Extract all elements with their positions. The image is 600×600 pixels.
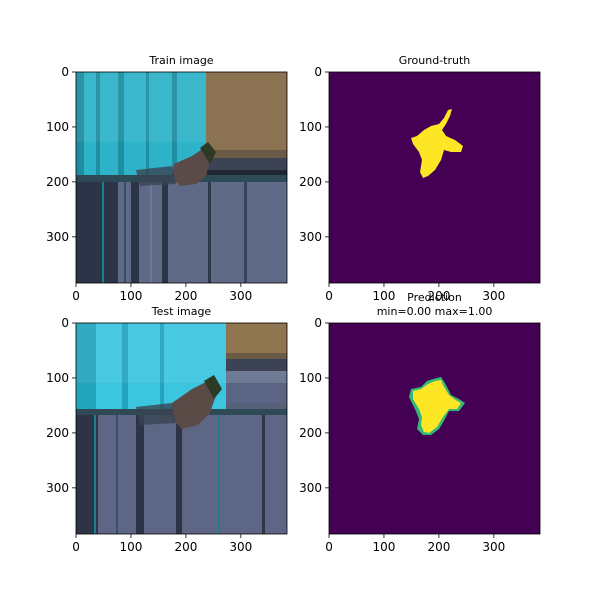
train-image-panel: 0 100 200 300 0 100 200 300 <box>46 65 288 303</box>
y-tick-label: 0 <box>314 316 322 330</box>
x-tick-label: 300 <box>482 289 505 303</box>
axes-frame <box>328 322 541 535</box>
y-tick-label: 300 <box>299 230 322 244</box>
x-tick-label: 100 <box>119 540 142 554</box>
train-image-content <box>76 72 287 283</box>
axes-frame <box>75 322 288 535</box>
y-tick-label: 100 <box>299 371 322 385</box>
y-tick-label: 100 <box>46 120 69 134</box>
y-tick-label: 0 <box>61 65 69 79</box>
x-tick-label: 0 <box>325 540 333 554</box>
y-tick-label: 0 <box>314 65 322 79</box>
x-tick-label: 0 <box>325 289 333 303</box>
x-tick-label: 100 <box>372 289 395 303</box>
x-tick-label: 300 <box>229 540 252 554</box>
test-image-content <box>76 323 287 534</box>
prediction-panel: 0 100 200 300 0 100 200 300 <box>299 316 541 554</box>
y-tick-label: 100 <box>299 120 322 134</box>
axes-frame <box>328 71 541 284</box>
y-tick-label: 200 <box>299 426 322 440</box>
y-tick-label: 200 <box>299 175 322 189</box>
y-tick-label: 300 <box>299 481 322 495</box>
ground-truth-panel: 0 100 200 300 0 100 200 300 <box>299 65 541 303</box>
ground-truth-content <box>329 72 540 283</box>
prediction-title: Prediction <box>407 291 462 304</box>
x-tick-label: 300 <box>482 540 505 554</box>
y-tick-label: 0 <box>61 316 69 330</box>
y-tick-label: 200 <box>46 175 69 189</box>
axes-frame <box>75 71 288 284</box>
train-image-title: Train image <box>148 54 213 67</box>
y-tick-label: 300 <box>46 230 69 244</box>
x-tick-label: 200 <box>174 540 197 554</box>
y-tick-label: 300 <box>46 481 69 495</box>
y-tick-label: 100 <box>46 371 69 385</box>
x-tick-label: 200 <box>427 540 450 554</box>
x-tick-label: 200 <box>174 289 197 303</box>
x-tick-label: 100 <box>119 289 142 303</box>
prediction-content <box>329 323 540 534</box>
x-tick-label: 100 <box>372 540 395 554</box>
x-tick-label: 0 <box>72 289 80 303</box>
x-tick-label: 300 <box>229 289 252 303</box>
x-tick-label: 0 <box>72 540 80 554</box>
test-image-title: Test image <box>151 305 212 318</box>
prediction-subtitle: min=0.00 max=1.00 <box>377 305 493 318</box>
x-tick-label: 200 <box>427 289 450 303</box>
test-image-panel: 0 100 200 300 0 100 200 300 <box>46 316 288 554</box>
ground-truth-title: Ground-truth <box>399 54 471 67</box>
y-tick-label: 200 <box>46 426 69 440</box>
